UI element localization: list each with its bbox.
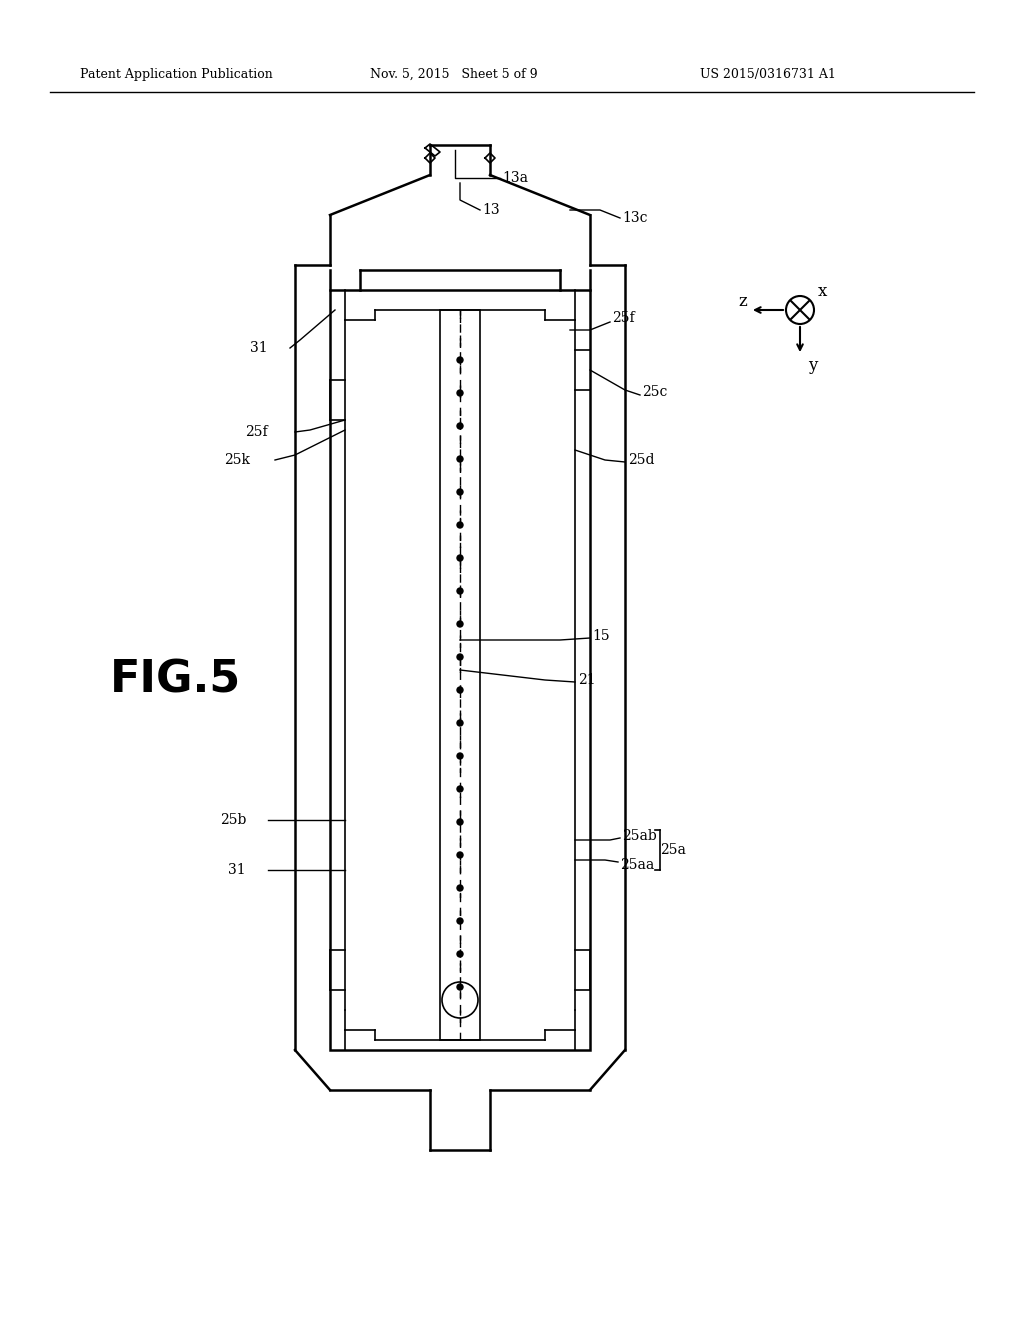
Circle shape [457,653,463,660]
Circle shape [457,620,463,627]
Circle shape [457,422,463,429]
Circle shape [457,587,463,594]
Text: 25d: 25d [628,453,654,467]
Text: Patent Application Publication: Patent Application Publication [80,69,272,81]
Text: 25a: 25a [660,843,686,857]
Text: 13: 13 [482,203,500,216]
Text: 25ab: 25ab [622,829,656,843]
Text: 25c: 25c [642,385,668,399]
Text: 15: 15 [592,630,609,643]
Circle shape [457,686,463,693]
Text: 21: 21 [578,673,596,686]
Circle shape [457,818,463,825]
Text: 25f: 25f [246,425,268,440]
Circle shape [457,389,463,396]
Circle shape [457,455,463,462]
Circle shape [457,521,463,528]
Circle shape [457,356,463,363]
Text: x: x [818,284,827,301]
Circle shape [457,983,463,990]
Text: y: y [808,356,817,374]
Text: 31: 31 [228,863,246,876]
Text: 25k: 25k [224,453,250,467]
Circle shape [457,719,463,726]
Text: Nov. 5, 2015   Sheet 5 of 9: Nov. 5, 2015 Sheet 5 of 9 [370,69,538,81]
Text: 31: 31 [251,341,268,355]
Text: 25b: 25b [219,813,246,828]
Circle shape [457,554,463,561]
Bar [440,310,480,1040]
Circle shape [457,851,463,858]
Circle shape [457,785,463,792]
Circle shape [457,752,463,759]
Text: 25aa: 25aa [620,858,654,873]
Text: US 2015/0316731 A1: US 2015/0316731 A1 [700,69,836,81]
Circle shape [457,488,463,495]
Text: FIG.5: FIG.5 [110,659,242,701]
Text: 25f: 25f [612,312,635,325]
Bar [330,290,590,1049]
Circle shape [457,917,463,924]
Text: 13c: 13c [622,211,647,224]
Text: 13a: 13a [502,172,528,185]
Circle shape [457,884,463,891]
Circle shape [457,950,463,957]
Text: z: z [738,293,746,310]
